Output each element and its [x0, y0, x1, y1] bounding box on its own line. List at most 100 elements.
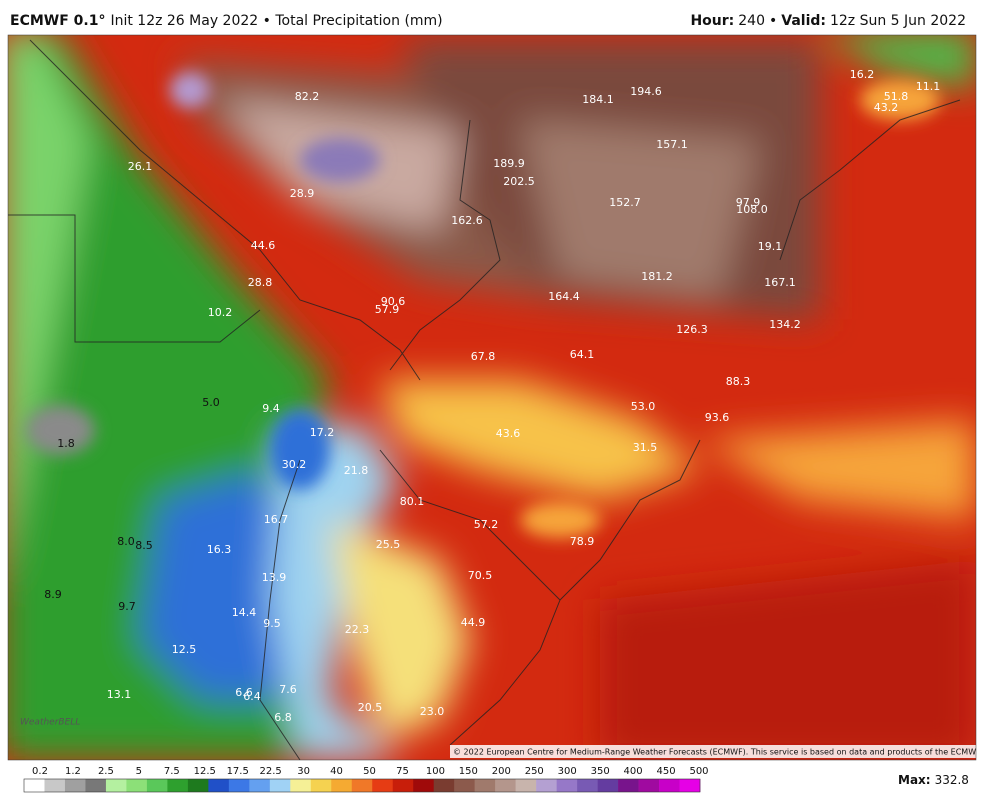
map-label: 19.1 [758, 240, 783, 253]
colorbar-label: 30 [297, 766, 310, 777]
map-label: 53.0 [631, 400, 656, 413]
map-label: 5.0 [202, 396, 220, 409]
valid-label: Valid: [781, 13, 826, 29]
model: ECMWF 0.1° [10, 13, 105, 29]
colorbar-swatch [638, 779, 660, 792]
map-label: 9.5 [263, 617, 281, 630]
map-label: 31.5 [633, 441, 658, 454]
colorbar-swatch [187, 779, 209, 792]
map-label: 88.3 [726, 375, 751, 388]
colorbar-label: 150 [459, 766, 478, 777]
hour: 240 [738, 13, 765, 29]
colorbar: 0.2 1.2 2.5 5 7.5 12.5 17.5 22.5 30 40 50 75 100 150 2… [23, 766, 709, 793]
map-label: 17.2 [310, 426, 335, 439]
colorbar-swatch [536, 779, 557, 792]
copyright-bg [450, 745, 976, 758]
map-label: 16.7 [264, 513, 289, 526]
map-label: 7.6 [279, 683, 297, 696]
map-label: 8.5 [135, 539, 153, 552]
map-label: 30.2 [282, 458, 307, 471]
colorbar-label: 5 [136, 766, 142, 777]
colorbar-label: 400 [624, 766, 643, 777]
map-label: 28.9 [290, 187, 315, 200]
colorbar-swatch [351, 779, 373, 792]
colorbar-swatch [105, 779, 127, 792]
separator: • [769, 13, 777, 29]
map-label: 22.3 [345, 623, 370, 636]
colorbar-swatch [126, 779, 148, 792]
map-label: 80.1 [400, 495, 425, 508]
colorbar-label: 50 [363, 766, 376, 777]
max-value: 332.8 [935, 773, 969, 787]
map-label: 162.6 [451, 214, 483, 227]
map-label: 93.6 [705, 411, 730, 424]
map-label: 57.2 [474, 518, 499, 531]
map-label: 16.3 [207, 543, 232, 556]
colorbar-label: 17.5 [227, 766, 249, 777]
colorbar-swatch [228, 779, 250, 792]
map-label: 181.2 [641, 270, 673, 283]
map-label: 11.1 [916, 80, 941, 93]
colorbar-swatch [618, 779, 639, 792]
colorbar-swatch [515, 779, 537, 792]
map-label: 25.5 [376, 538, 401, 551]
map-label: 51.8 [884, 90, 909, 103]
colorbar-swatch [474, 779, 496, 792]
colorbar-swatch [290, 779, 312, 792]
colorbar-swatch [413, 779, 434, 792]
map-label: 14.4 [232, 606, 257, 619]
map-label: 90.6 [381, 295, 406, 308]
map-label: 78.9 [570, 535, 595, 548]
colorbar-label: 22.5 [260, 766, 282, 777]
colorbar-label: 0.2 [32, 766, 48, 777]
colorbar-label: 250 [525, 766, 544, 777]
description: Init 12z 26 May 2022 • Total Precipitati… [110, 13, 442, 29]
map-label: 157.1 [656, 138, 688, 151]
map-label: 1.8 [57, 437, 75, 450]
colorbar-swatch [331, 779, 353, 792]
colorbar-swatch [24, 779, 45, 792]
colorbar-label: 300 [558, 766, 577, 777]
map-label: 13.1 [107, 688, 132, 701]
map-label: 9.4 [262, 402, 280, 415]
map-label: 184.1 [582, 93, 614, 106]
colorbar-label: 450 [657, 766, 676, 777]
colorbar-label: 40 [330, 766, 343, 777]
colorbar-swatch [44, 779, 66, 792]
map-label: 20.5 [358, 701, 383, 714]
precip-field [8, 35, 976, 760]
colorbar-swatch [310, 779, 332, 792]
map-label: 23.0 [420, 705, 445, 718]
map-label: 16.2 [850, 68, 875, 81]
map-label: 64.1 [570, 348, 595, 361]
colorbar-label: 500 [689, 766, 708, 777]
map-label: 44.6 [251, 239, 276, 252]
map-label: 164.4 [548, 290, 580, 303]
colorbar-label: 12.5 [194, 766, 216, 777]
map-label: 26.1 [128, 160, 153, 173]
map-label: 152.7 [609, 196, 641, 209]
borders [8, 39, 961, 760]
colorbar-swatch [249, 779, 271, 792]
map-label: 134.2 [769, 318, 801, 331]
colorbar-label: 2.5 [98, 766, 114, 777]
watermark: WeatherBELL [20, 718, 80, 728]
colorbar-swatch [208, 779, 230, 792]
precip-detail [25, 72, 940, 538]
colorbar-label: 100 [426, 766, 445, 777]
colorbar-swatch [392, 779, 414, 792]
colorbar-swatch [85, 779, 107, 792]
map-label: 8.9 [44, 588, 62, 601]
map-label: 82.2 [295, 90, 320, 103]
valid: 12z Sun 5 Jun 2022 [830, 13, 966, 29]
colorbar-swatch [64, 779, 86, 792]
map-label: 6.4 [243, 690, 261, 703]
colorbar-label: 1.2 [65, 766, 81, 777]
colorbar-swatch [679, 779, 701, 792]
map-labels: 82.2 184.1 194.6 16.2 11.1 51.843.2 26.1 189.9 1… [44, 68, 940, 724]
map-label: 13.9 [262, 571, 287, 584]
colorbar-frame [23, 778, 701, 793]
max: Max: 332.8 [898, 773, 969, 787]
colorbar-label: 7.5 [164, 766, 180, 777]
